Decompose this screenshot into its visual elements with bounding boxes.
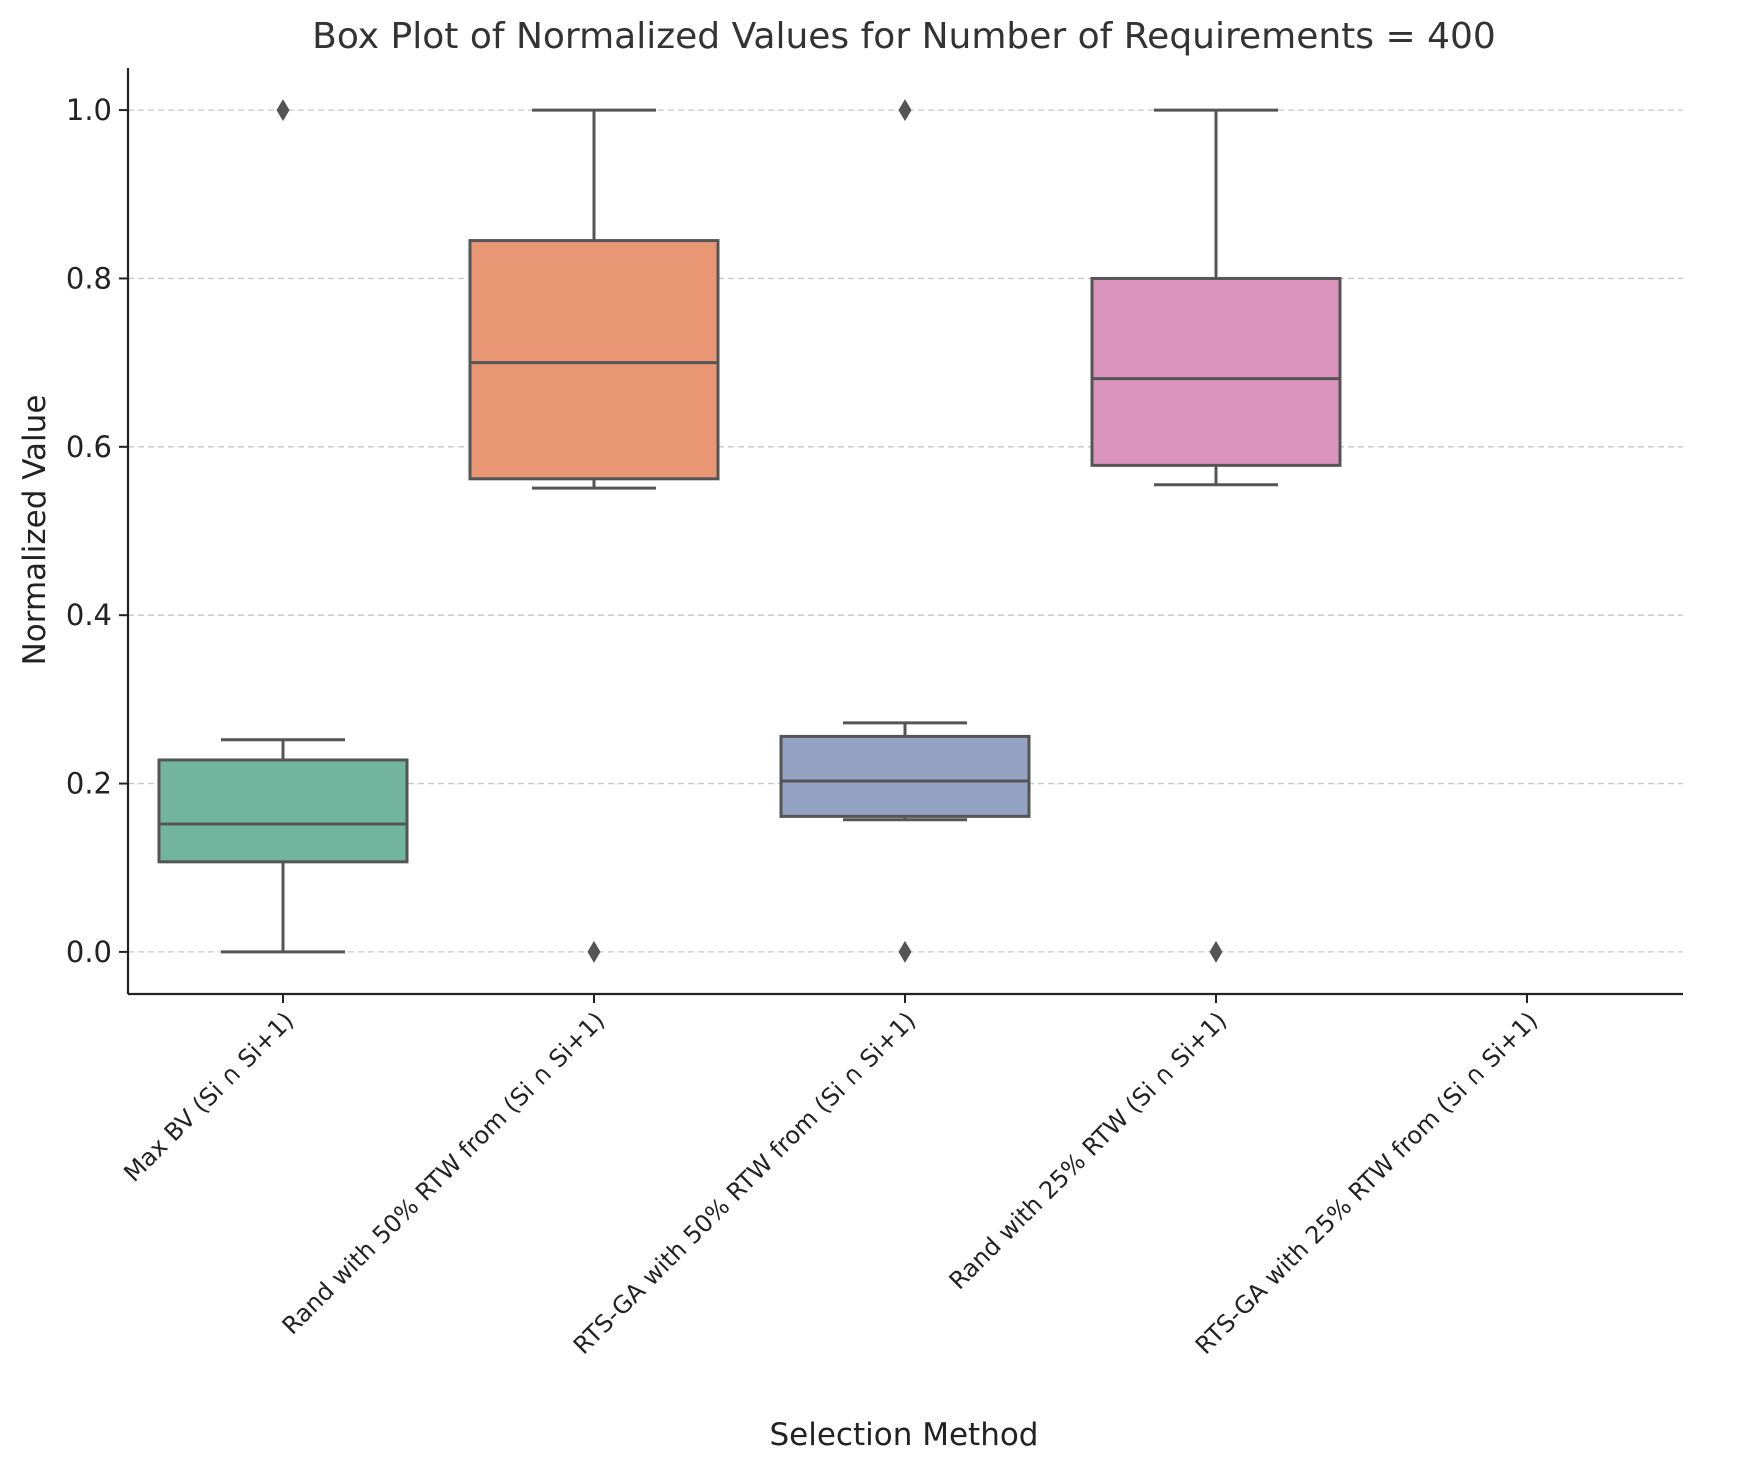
x-category-label: Rand with 25% RTW (Si ∩ Si+1)	[944, 1006, 1233, 1295]
box-iqr	[157, 758, 409, 864]
boxes	[157, 99, 1342, 963]
x-category-label: Max BV (Si ∩ Si+1)	[118, 1006, 299, 1187]
outlier-point	[587, 940, 601, 963]
box-group	[779, 99, 1031, 963]
x-category-label: RTS-GA with 50% RTW from (Si ∩ Si+1)	[568, 1006, 921, 1359]
chart-title: Box Plot of Normalized Values for Number…	[312, 16, 1496, 57]
outlier-point	[276, 99, 290, 122]
y-tick-label: 0.6	[66, 430, 112, 464]
box-iqr	[779, 734, 1031, 818]
outlier-point	[898, 940, 912, 963]
box-group	[157, 99, 409, 954]
box-group	[1090, 108, 1342, 963]
y-tick-label: 0.4	[66, 598, 112, 632]
x-axis-label: Selection Method	[770, 1417, 1039, 1453]
y-tick-label: 0.2	[66, 767, 112, 801]
box-iqr	[468, 239, 720, 481]
y-tick-label: 0.0	[66, 935, 112, 969]
y-tick-label: 0.8	[66, 261, 112, 295]
y-axis-label: Normalized Value	[17, 395, 53, 666]
outlier-point	[898, 99, 912, 122]
box-iqr	[1090, 276, 1342, 467]
axes	[119, 68, 1683, 1003]
outlier-point	[1209, 940, 1223, 963]
grid-lines	[128, 109, 1683, 953]
x-category-label: Rand with 50% RTW from (Si ∩ Si+1)	[277, 1006, 610, 1339]
x-category-label: RTS-GA with 25% RTW from (Si ∩ Si+1)	[1190, 1006, 1543, 1359]
box-group	[468, 108, 720, 963]
y-tick-label: 1.0	[66, 93, 112, 127]
